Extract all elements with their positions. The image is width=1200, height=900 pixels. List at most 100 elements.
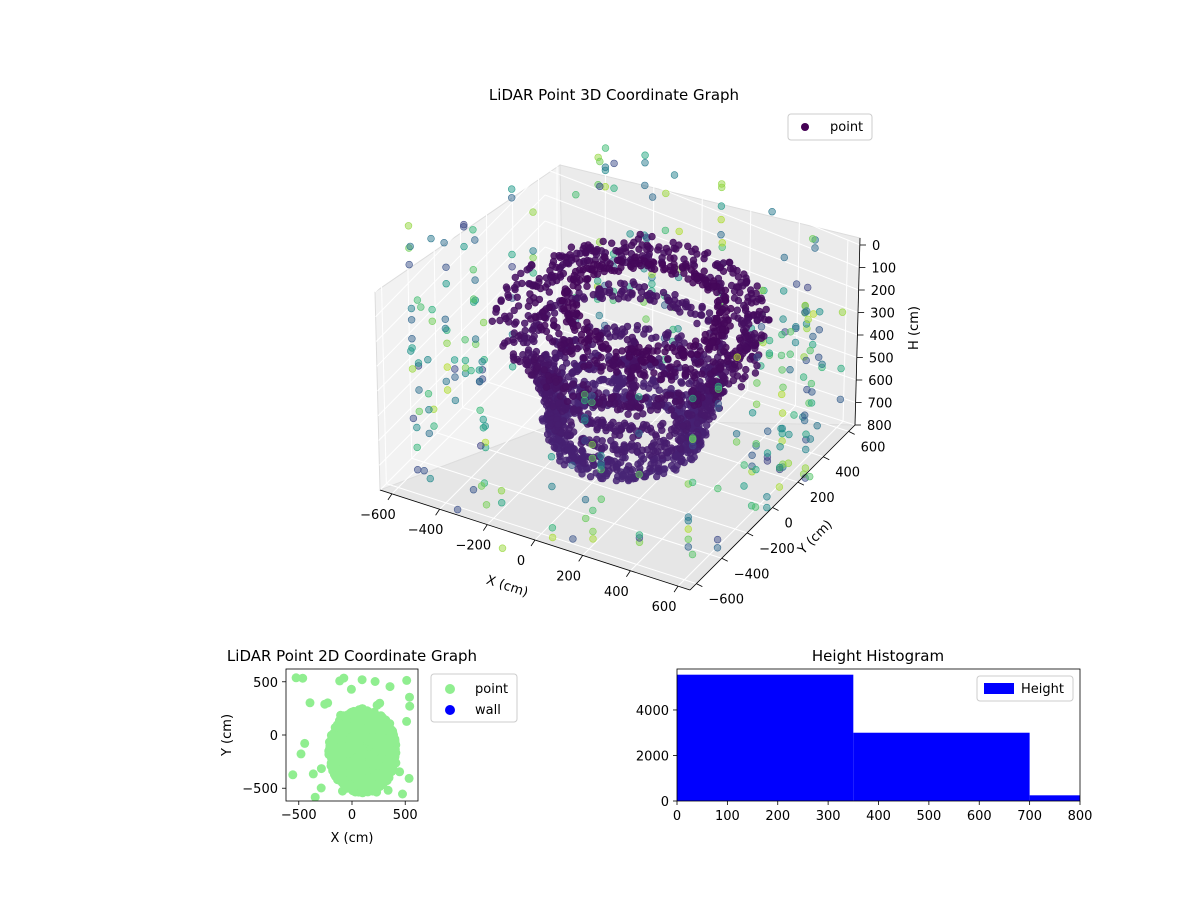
point-3d — [533, 362, 542, 371]
point-3d — [476, 406, 484, 414]
point-3d — [762, 305, 770, 314]
scatter2d-panel: −500 0 500 500 0 −500 LiDAR Point 2D Coordina… — [220, 647, 518, 846]
point-2d — [364, 750, 374, 760]
point-2d — [383, 785, 393, 795]
point-3d — [753, 379, 761, 387]
point-3d — [666, 391, 675, 399]
point-3d — [636, 295, 645, 303]
point-3d — [646, 289, 654, 298]
point-3d — [778, 424, 786, 433]
point-3d — [453, 505, 462, 514]
point-3d — [786, 328, 795, 336]
point-3d — [779, 315, 787, 323]
point-3d — [605, 359, 614, 368]
point-3d — [535, 278, 543, 286]
point-3d — [595, 311, 603, 320]
point-3d — [752, 440, 760, 448]
point-3d — [428, 305, 436, 314]
point-3d — [548, 524, 557, 532]
ticks-histogram: 0 100 200 300 400 500 600 700 800 0 2000 4000 — [636, 704, 1093, 824]
point-3d — [677, 415, 685, 423]
point-3d — [428, 317, 436, 325]
z-tick-label: 200 — [871, 284, 896, 299]
point-2d — [353, 760, 363, 770]
point-3d — [581, 413, 589, 422]
point-3d — [540, 307, 549, 315]
point-2d — [338, 767, 348, 777]
legend-label-point: point — [830, 120, 863, 135]
point-3d — [479, 424, 488, 432]
point-3d — [508, 185, 516, 193]
hist-x-tick-label: 0 — [673, 809, 681, 824]
point-3d — [779, 383, 787, 391]
point-3d — [671, 397, 680, 406]
x-tick — [578, 555, 584, 562]
point-3d — [818, 360, 826, 368]
point-3d — [792, 323, 800, 331]
point-3d — [635, 343, 643, 352]
point-3d — [529, 254, 537, 262]
y-tick-label: 600 — [861, 440, 886, 455]
point-3d — [597, 290, 605, 299]
point-3d — [694, 431, 702, 439]
point-3d — [593, 277, 602, 285]
point-2d — [377, 753, 387, 763]
point-3d — [404, 222, 413, 230]
point-3d — [482, 501, 491, 509]
point-3d — [804, 315, 812, 324]
point-2d — [402, 716, 412, 726]
point-3d — [679, 421, 687, 430]
hist-x-tick-label: 800 — [1068, 809, 1093, 824]
z-tick-label: 700 — [868, 397, 893, 412]
point-3d — [521, 326, 529, 335]
point-3d — [681, 363, 690, 372]
point-3d — [686, 342, 694, 350]
point-3d — [408, 365, 417, 373]
point-3d — [689, 256, 698, 264]
x-tick-label: −200 — [455, 539, 491, 554]
point-3d — [518, 279, 526, 288]
point-3d — [666, 254, 674, 262]
point-3d — [746, 286, 755, 294]
point-3d — [617, 361, 626, 369]
point-2d — [364, 707, 374, 717]
point-3d — [597, 459, 605, 467]
x-tick — [387, 493, 393, 501]
point-3d — [469, 295, 478, 303]
point-3d — [559, 304, 568, 313]
point-3d — [752, 400, 761, 408]
point-2d — [345, 780, 355, 790]
point-3d — [542, 390, 550, 398]
point-3d — [741, 304, 750, 312]
point-3d — [751, 339, 760, 347]
point-3d — [514, 302, 523, 310]
point-3d — [551, 272, 559, 281]
point-3d — [603, 456, 612, 464]
point-3d — [748, 451, 756, 459]
point-2d — [291, 673, 301, 683]
point-3d — [407, 316, 416, 324]
point-3d — [566, 251, 574, 259]
point-3d — [752, 298, 760, 306]
x-tick-label: 400 — [604, 585, 629, 600]
point-3d — [579, 381, 587, 389]
point-3d — [451, 396, 460, 405]
point-3d — [786, 350, 794, 358]
point-3d — [636, 230, 644, 239]
point-3d — [675, 444, 684, 452]
point-3d — [662, 244, 671, 253]
point-3d — [556, 341, 565, 349]
point-3d — [471, 236, 479, 244]
point-3d — [705, 397, 714, 406]
point-3d — [414, 466, 422, 474]
histogram-bars — [677, 674, 1080, 801]
point-3d — [666, 370, 674, 379]
point-3d — [717, 180, 726, 188]
point-3d — [531, 312, 539, 321]
x-tick — [673, 585, 679, 593]
point-3d — [563, 432, 572, 440]
point-3d — [581, 354, 589, 362]
point-3d — [716, 309, 724, 317]
point-3d — [553, 323, 561, 332]
point-3d — [497, 487, 506, 495]
